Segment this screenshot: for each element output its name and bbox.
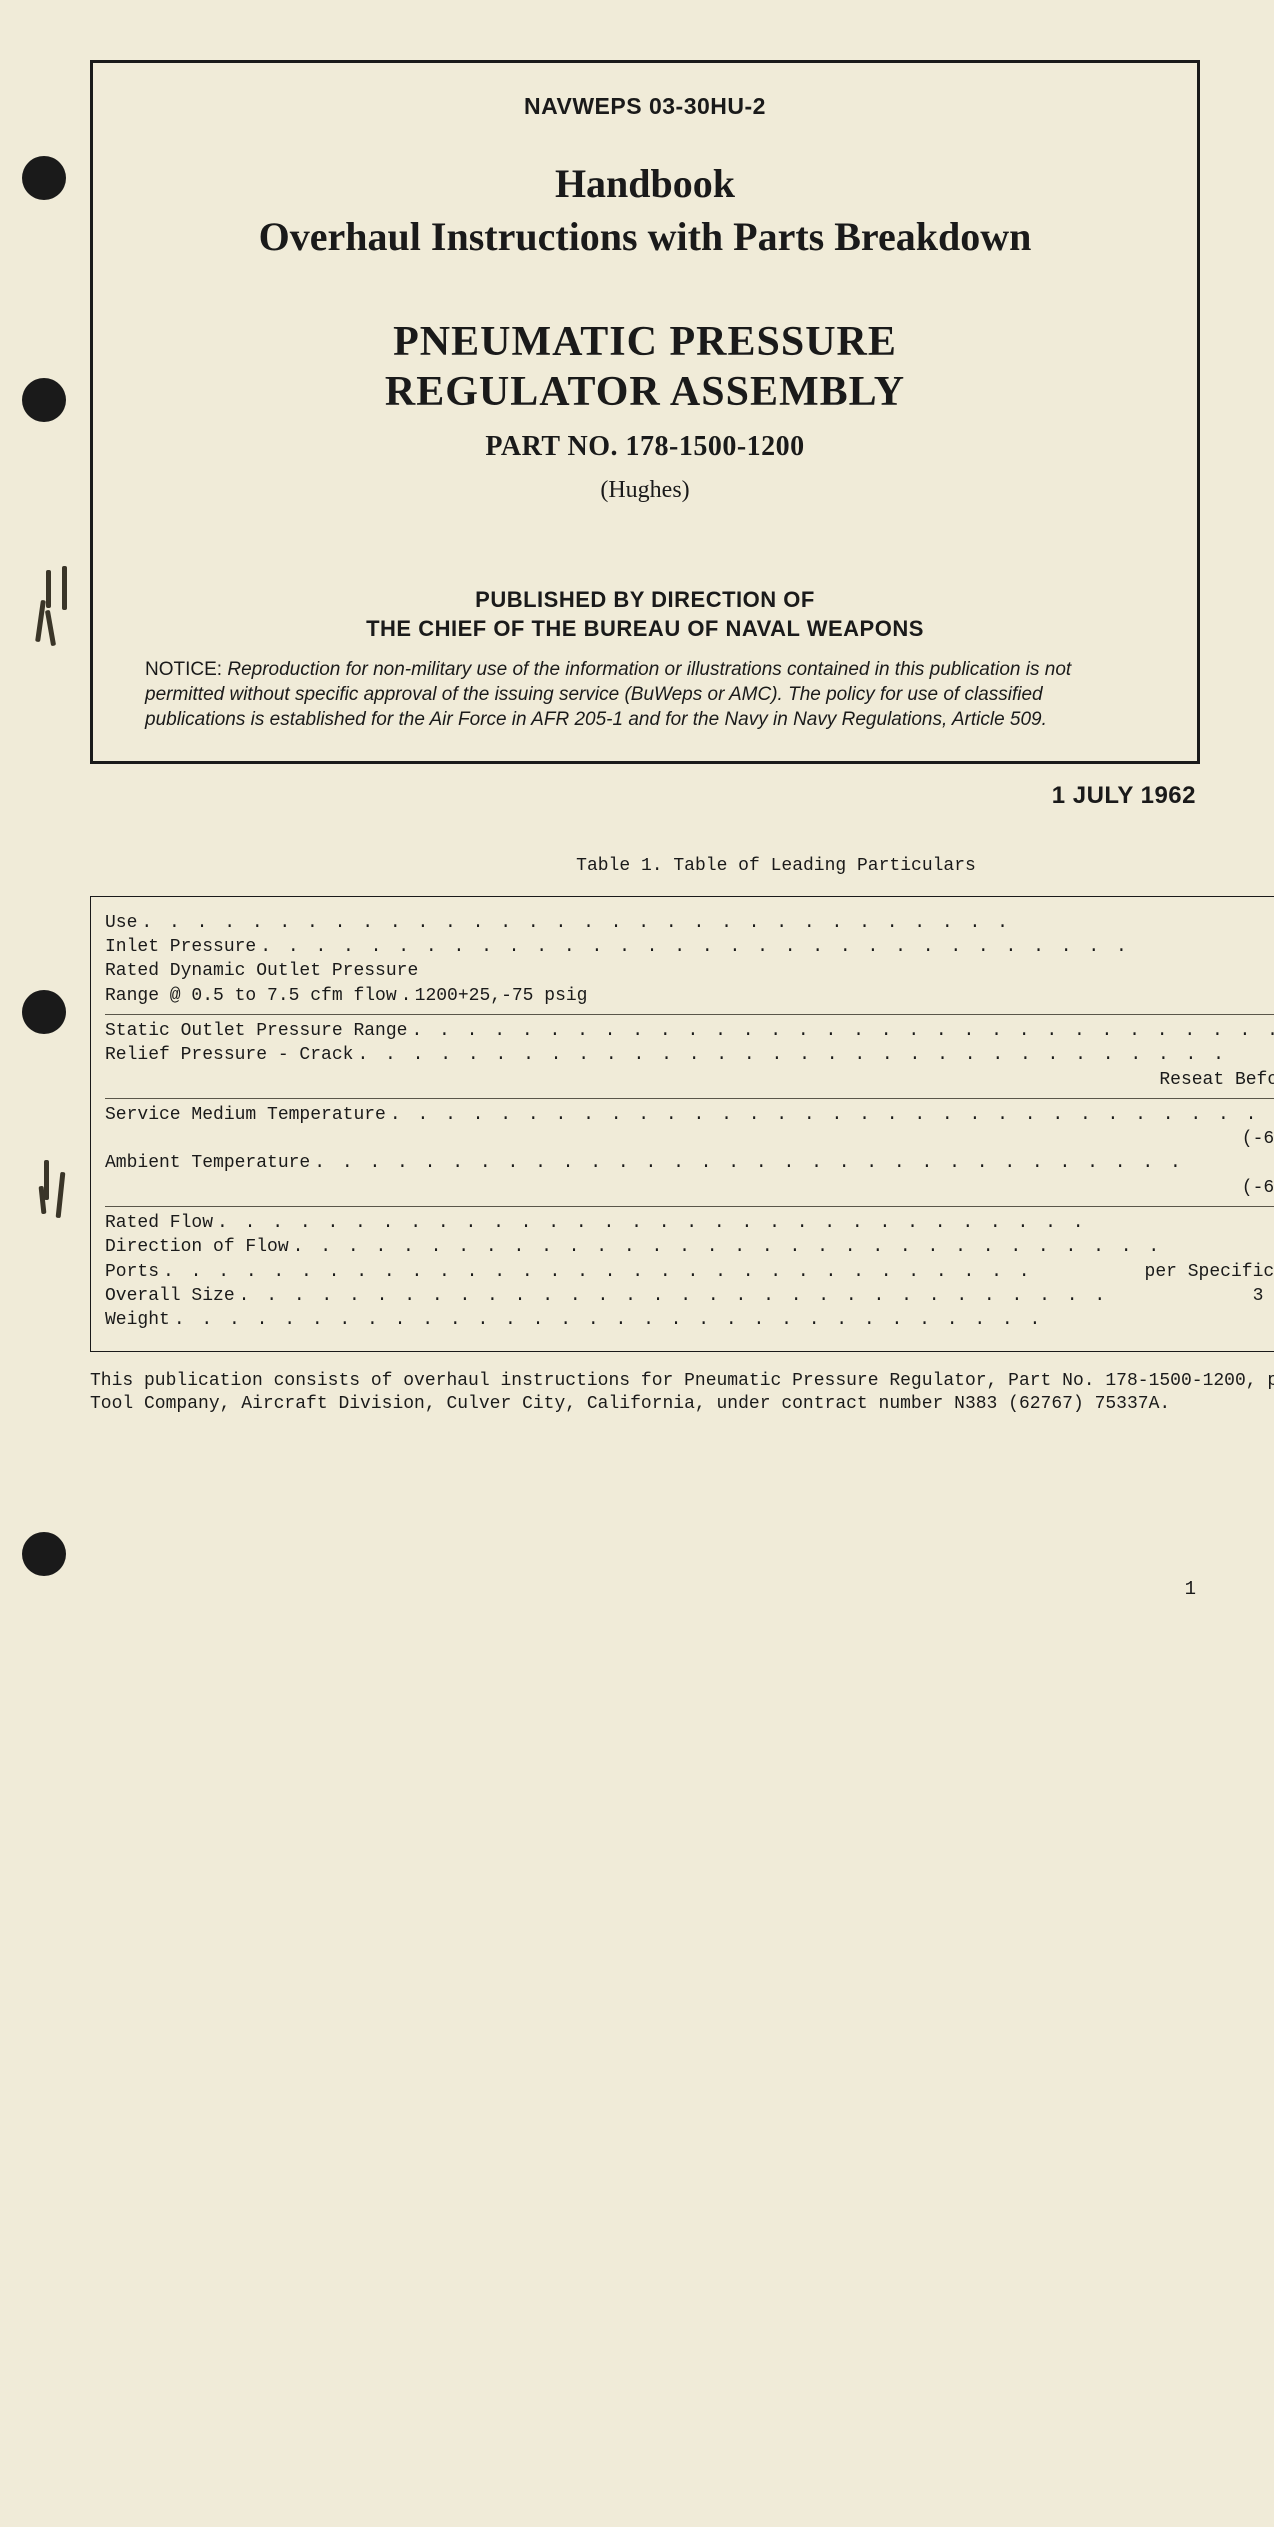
handbook-title: Handbook bbox=[143, 160, 1147, 207]
publication-note: This publication consists of overhaul in… bbox=[90, 1370, 1274, 1417]
spec-dots bbox=[235, 1284, 1253, 1308]
published-line2: THE CHIEF OF THE BUREAU OF NAVAL WEAPONS bbox=[366, 616, 924, 641]
spec-value: per Specification AND10050-6 bbox=[1145, 1260, 1274, 1284]
spec-value: 1200+25,-75 psig bbox=[415, 984, 588, 1008]
spec-row: Rated Dynamic Outlet Pressure bbox=[105, 959, 1274, 983]
spec-group: Static Outlet Pressure Range1330+0,-25 p… bbox=[105, 1015, 1274, 1099]
spec-row: UsePneumatic bbox=[105, 911, 1274, 935]
manufacturer: (Hughes) bbox=[143, 477, 1147, 504]
spec-dots bbox=[353, 1043, 1274, 1067]
margin-tick bbox=[46, 570, 51, 608]
punch-hole bbox=[22, 156, 66, 200]
punch-hole bbox=[22, 378, 66, 422]
spec-label: Weight bbox=[105, 1308, 170, 1332]
publication-date: 1 JULY 1962 bbox=[90, 782, 1200, 810]
notice-label: NOTICE: bbox=[145, 659, 222, 680]
margin-tick bbox=[45, 610, 56, 646]
page-number: 1 bbox=[1185, 1578, 1196, 1600]
spec-row: Direction of Flownoted bbox=[105, 1235, 1274, 1259]
spec-label: Ambient Temperature bbox=[105, 1151, 310, 1175]
table-caption: Table 1. Table of Leading Particulars bbox=[90, 854, 1274, 878]
spec-dots bbox=[256, 935, 1274, 959]
spec-dots bbox=[407, 1019, 1274, 1043]
spec-label: Inlet Pressure bbox=[105, 935, 256, 959]
spec-dots bbox=[386, 1103, 1274, 1127]
spec-dots bbox=[289, 1235, 1274, 1259]
margin-tick bbox=[35, 600, 46, 642]
spec-row: Service Medium Temperature-54° C to +71°… bbox=[105, 1103, 1274, 1127]
spec-row: Overall Size 3 x 4.5 x 1.75 in. bbox=[105, 1284, 1274, 1308]
subtitle: Overhaul Instructions with Parts Breakdo… bbox=[143, 213, 1147, 260]
assembly-title: PNEUMATIC PRESSURE REGULATOR ASSEMBLY bbox=[143, 318, 1147, 417]
published-line1: PUBLISHED BY DIRECTION OF bbox=[475, 587, 815, 612]
spec-dots bbox=[170, 1308, 1274, 1332]
assembly-title-line1: PNEUMATIC PRESSURE bbox=[393, 319, 897, 365]
published-by: PUBLISHED BY DIRECTION OF THE CHIEF OF T… bbox=[143, 586, 1147, 643]
margin-tick bbox=[56, 1172, 66, 1218]
spec-value: 3 x 4.5 x 1.75 in. bbox=[1253, 1284, 1274, 1308]
page: NAVWEPS 03-30HU-2 Handbook Overhaul Inst… bbox=[90, 60, 1200, 1600]
spec-label: Service Medium Temperature bbox=[105, 1103, 386, 1127]
spec-row: Ports per Specification AND10050-6 bbox=[105, 1260, 1274, 1284]
title-box: NAVWEPS 03-30HU-2 Handbook Overhaul Inst… bbox=[90, 60, 1200, 764]
spec-label: Rated Dynamic Outlet Pressure bbox=[105, 959, 418, 983]
spec-group: UsePneumaticInlet Pressure1800 psigRated… bbox=[105, 907, 1274, 1015]
spec-label: Direction of Flow bbox=[105, 1235, 289, 1259]
margin-tick bbox=[44, 1160, 49, 1200]
spec-label: Rated Flow bbox=[105, 1211, 213, 1235]
spec-row: Static Outlet Pressure Range1330+0,-25 p… bbox=[105, 1019, 1274, 1043]
spec-label: Relief Pressure - Crack bbox=[105, 1043, 353, 1067]
spec-dots bbox=[213, 1211, 1274, 1235]
spec-row: Rated Flow0.5 to 7.5 cfm bbox=[105, 1211, 1274, 1235]
margin-tick bbox=[62, 566, 67, 610]
spec-label: Static Outlet Pressure Range bbox=[105, 1019, 407, 1043]
body-columns: Table 1. Table of Leading Particulars Us… bbox=[90, 854, 1200, 2527]
assembly-title-line2: REGULATOR ASSEMBLY bbox=[385, 369, 905, 415]
doc-code: NAVWEPS 03-30HU-2 bbox=[143, 93, 1147, 120]
notice-text: Reproduction for non-military use of the… bbox=[145, 659, 1071, 730]
spec-row: Relief Pressure - Crack1620 psig bbox=[105, 1043, 1274, 1067]
spec-dots bbox=[137, 911, 1274, 935]
spec-dots bbox=[310, 1151, 1274, 1175]
spec-row: Range @ 0.5 to 7.5 cfm flow 1200+25,-75 p… bbox=[105, 984, 1274, 1008]
spec-table: UsePneumaticInlet Pressure1800 psigRated… bbox=[90, 896, 1274, 1352]
spec-group: Rated Flow0.5 to 7.5 cfmDirection of Flo… bbox=[105, 1207, 1274, 1338]
spec-label: Reseat Before bbox=[1159, 1068, 1274, 1092]
punch-hole bbox=[22, 1532, 66, 1576]
part-number: PART NO. 178-1500-1200 bbox=[143, 431, 1147, 463]
spec-label: Range @ 0.5 to 7.5 cfm flow bbox=[105, 984, 397, 1008]
spec-row: Weight1.0 lb bbox=[105, 1308, 1274, 1332]
spec-subvalue: (-65° F to +160° F) bbox=[105, 1127, 1274, 1151]
spec-row: Ambient Temperature-54° C to +61° C bbox=[105, 1151, 1274, 1175]
notice: NOTICE: Reproduction for non-military us… bbox=[143, 657, 1147, 732]
spec-row: Inlet Pressure1800 psig bbox=[105, 935, 1274, 959]
spec-label: Use bbox=[105, 911, 137, 935]
spec-label: Overall Size bbox=[105, 1284, 235, 1308]
spec-label: Ports bbox=[105, 1260, 159, 1284]
punch-hole bbox=[22, 990, 66, 1034]
spec-dots bbox=[159, 1260, 1145, 1284]
left-column: Table 1. Table of Leading Particulars Us… bbox=[90, 854, 1274, 2527]
spec-row: Reseat Before1200 psig bbox=[105, 1068, 1274, 1092]
spec-subvalue: (-65° F to +160° F) bbox=[105, 1176, 1274, 1200]
spec-group: Service Medium Temperature-54° C to +71°… bbox=[105, 1099, 1274, 1207]
spec-dots bbox=[397, 984, 415, 1008]
